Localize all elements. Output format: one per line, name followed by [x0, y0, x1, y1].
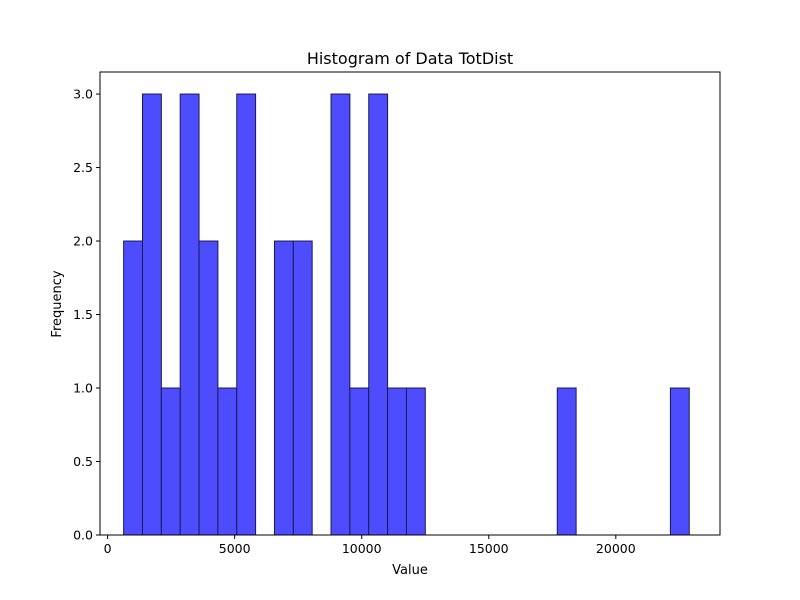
histogram-bar [669, 387, 690, 536]
histogram-bar [179, 93, 200, 536]
histogram-bar [273, 240, 294, 536]
x-tick-label: 20000 [596, 541, 636, 556]
histogram-bar [236, 93, 257, 536]
y-tick-label: 1.5 [73, 307, 93, 322]
histogram-bar [405, 387, 426, 536]
histogram-bar [556, 387, 577, 536]
y-axis-ticks: 0.0 0.5 1.0 1.5 2.0 2.5 3.0 [73, 87, 100, 543]
x-tick-label: 15000 [469, 541, 509, 556]
plot-frame [99, 71, 721, 536]
y-tick-label: 1.0 [73, 381, 93, 396]
x-axis-label: Value [392, 563, 428, 578]
histogram-bar [217, 387, 238, 536]
bars-group [123, 93, 690, 536]
histogram-bar [141, 93, 162, 536]
x-axis-ticks: 0 5000 10000 15000 20000 [104, 535, 636, 556]
histogram-bar [387, 387, 407, 536]
y-tick-label: 2.5 [73, 160, 93, 175]
histogram-bar [198, 240, 219, 536]
y-tick-label: 0.0 [73, 528, 93, 543]
histogram-bar [160, 387, 181, 536]
chart-title: Histogram of Data TotDist [307, 49, 513, 68]
y-tick-label: 2.0 [73, 234, 93, 249]
y-tick-label: 3.0 [73, 87, 93, 102]
x-tick-label: 0 [104, 541, 112, 556]
histogram-bar [292, 240, 313, 536]
x-tick-label: 5000 [219, 541, 251, 556]
y-tick-label: 0.5 [73, 454, 93, 469]
histogram-bar [349, 387, 370, 536]
x-tick-label: 10000 [342, 541, 382, 556]
histogram-bar [330, 93, 351, 536]
histogram-bar [123, 240, 143, 536]
histogram-bar [368, 93, 389, 536]
y-axis-label: Frequency [50, 270, 65, 337]
